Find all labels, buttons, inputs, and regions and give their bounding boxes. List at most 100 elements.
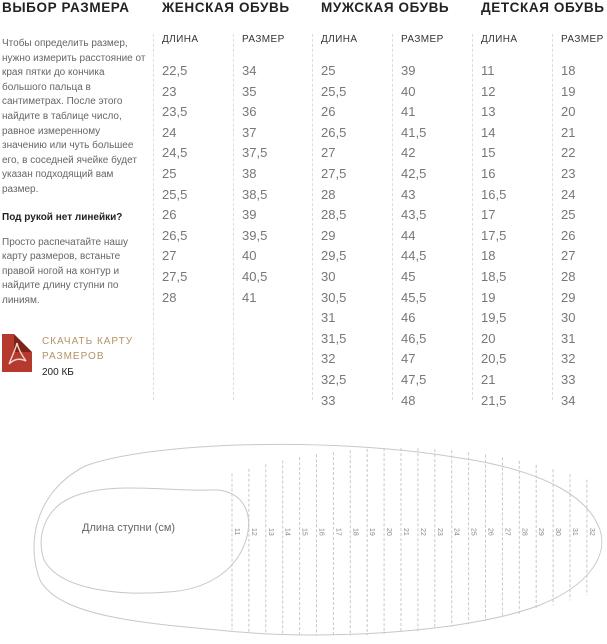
length-cell: 11 — [481, 63, 495, 78]
column-header-length: ДЛИНА — [321, 34, 358, 45]
size-cell: 21 — [561, 124, 576, 140]
download-link-label[interactable]: СКАЧАТЬ КАРТУ РАЗМЕРОВ — [42, 335, 134, 362]
length-cell: 25 — [162, 165, 177, 181]
length-cell: 22,5 — [162, 63, 188, 78]
size-cell: 18 — [561, 63, 576, 78]
foot-outline — [33, 443, 603, 636]
size-cell: 38,5 — [242, 186, 268, 202]
length-cell: 30,5 — [321, 289, 347, 305]
column-header-size: РАЗМЕР — [242, 34, 285, 45]
size-cell: 45 — [401, 268, 416, 284]
length-cell: 31,5 — [321, 330, 347, 346]
scale-tick-label: 25 — [470, 528, 477, 536]
length-cell: 31 — [321, 310, 336, 326]
scale-tick-label: 16 — [318, 528, 325, 536]
length-cell: 16,5 — [481, 186, 507, 202]
length-cell: 24,5 — [162, 145, 188, 161]
size-cell: 38 — [242, 165, 257, 181]
size-cell: 24 — [561, 186, 576, 202]
download-size-map-link[interactable]: СКАЧАТЬ КАРТУ РАЗМЕРОВ 200 КБ — [2, 333, 147, 380]
length-cell: 29 — [321, 227, 336, 243]
question-heading: Под рукой нет линейки? — [2, 211, 123, 223]
size-cell: 34 — [561, 392, 576, 408]
scale-tick-label: 12 — [250, 528, 257, 536]
size-cell: 47,5 — [401, 371, 427, 387]
size-cell: 40 — [401, 83, 416, 99]
size-cell: 30 — [561, 310, 576, 326]
length-cell: 19,5 — [481, 310, 507, 326]
scale-tick-label: 24 — [453, 528, 460, 536]
size-cell: 36 — [242, 104, 257, 120]
pdf-acrobat-glyph — [8, 342, 27, 365]
length-cell: 19 — [481, 289, 496, 305]
length-cell: 32,5 — [321, 371, 347, 387]
length-cell: 13 — [481, 104, 496, 120]
size-cell: 40,5 — [242, 268, 268, 284]
scale-tick-label: 13 — [267, 528, 274, 536]
intro-text: Чтобы определить размер, нужно измерить … — [2, 38, 146, 195]
scale-tick-label: 22 — [419, 528, 426, 536]
size-cell: 42,5 — [401, 165, 427, 181]
scale-tick-label: 11 — [233, 528, 240, 535]
length-cell: 17 — [481, 207, 496, 223]
size-cell: 23 — [561, 165, 576, 181]
length-cell: 25 — [321, 63, 336, 78]
length-cell: 14 — [481, 124, 496, 140]
length-cell: 25,5 — [321, 83, 347, 99]
length-cell: 26 — [321, 104, 336, 120]
hint-text: Просто распечатайте нашу карту размеров,… — [2, 236, 128, 306]
size-cell: 25 — [561, 207, 576, 223]
scale-tick-label: 31 — [571, 528, 578, 536]
length-cell: 27 — [162, 248, 177, 264]
length-cell: 28,5 — [321, 207, 347, 223]
length-cell: 27,5 — [162, 268, 188, 284]
size-cell: 46,5 — [401, 330, 427, 346]
table-group-title: ЖЕНСКАЯ ОБУВЬ — [162, 0, 290, 15]
column-divider — [392, 34, 393, 400]
column-divider — [472, 34, 473, 400]
length-cell: 21 — [481, 371, 496, 387]
size-cell: 27 — [561, 248, 576, 264]
size-cell: 39,5 — [242, 227, 268, 243]
length-cell: 28 — [162, 289, 177, 305]
foot-length-scale: 11 12 13 14 15 16 17 18 19 20 21 22 23 24 25 26 27 28 29 30… — [231, 448, 595, 636]
length-cell: 33 — [321, 392, 336, 408]
size-cell: 41 — [242, 289, 257, 305]
size-cell: 47 — [401, 351, 416, 367]
scale-tick-label: 14 — [284, 528, 291, 536]
size-cell: 48 — [401, 392, 416, 408]
size-cell: 20 — [561, 104, 576, 120]
size-column: 39 40 41 41,5 42 42,5 43 43,5 44 44,5 45 45,5 46 46,5… — [401, 61, 426, 411]
length-cell: 25,5 — [162, 186, 188, 202]
table-group-title: ДЕТСКАЯ ОБУВЬ — [481, 0, 605, 15]
length-column: 11 12 13 14 15 16 16,5 17 17,5 18 18,5 19 19,5 20 20,5… — [481, 61, 506, 411]
size-cell: 33 — [561, 371, 576, 387]
length-cell: 17,5 — [481, 227, 507, 243]
length-cell: 26,5 — [321, 124, 347, 140]
size-cell: 28 — [561, 268, 576, 284]
size-cell: 44 — [401, 227, 416, 243]
size-cell: 40 — [242, 248, 257, 264]
size-column: 34 35 36 37 37,5 38 38,5 39 39,5 40 40,5 41 — [242, 61, 267, 308]
size-cell: 41,5 — [401, 124, 427, 140]
scale-tick-label: 20 — [385, 528, 392, 536]
length-cell: 18 — [481, 248, 496, 264]
size-cell: 32 — [561, 351, 576, 367]
column-divider — [233, 34, 234, 400]
scale-tick-label: 17 — [334, 528, 341, 536]
heel-outline — [40, 487, 250, 594]
length-cell: 32 — [321, 351, 336, 367]
scale-tick-label: 18 — [351, 528, 358, 536]
scale-tick-label: 28 — [520, 528, 527, 536]
size-cell: 42 — [401, 145, 416, 161]
size-cell: 39 — [242, 207, 257, 223]
scale-tick-label: 32 — [588, 528, 595, 536]
scale-tick-label: 29 — [537, 528, 544, 536]
length-cell: 20,5 — [481, 351, 507, 367]
size-cell: 37,5 — [242, 145, 268, 161]
length-cell: 12 — [481, 83, 496, 99]
foot-size-map: Длина ступни (см) 11 12 13 14 15 16 17 18 19 20 21… — [33, 443, 603, 636]
sidebar: ВЫБОР РАЗМЕРА Чтобы определить размер, н… — [2, 0, 147, 380]
size-cell: 19 — [561, 83, 576, 99]
size-cell: 31 — [561, 330, 576, 346]
